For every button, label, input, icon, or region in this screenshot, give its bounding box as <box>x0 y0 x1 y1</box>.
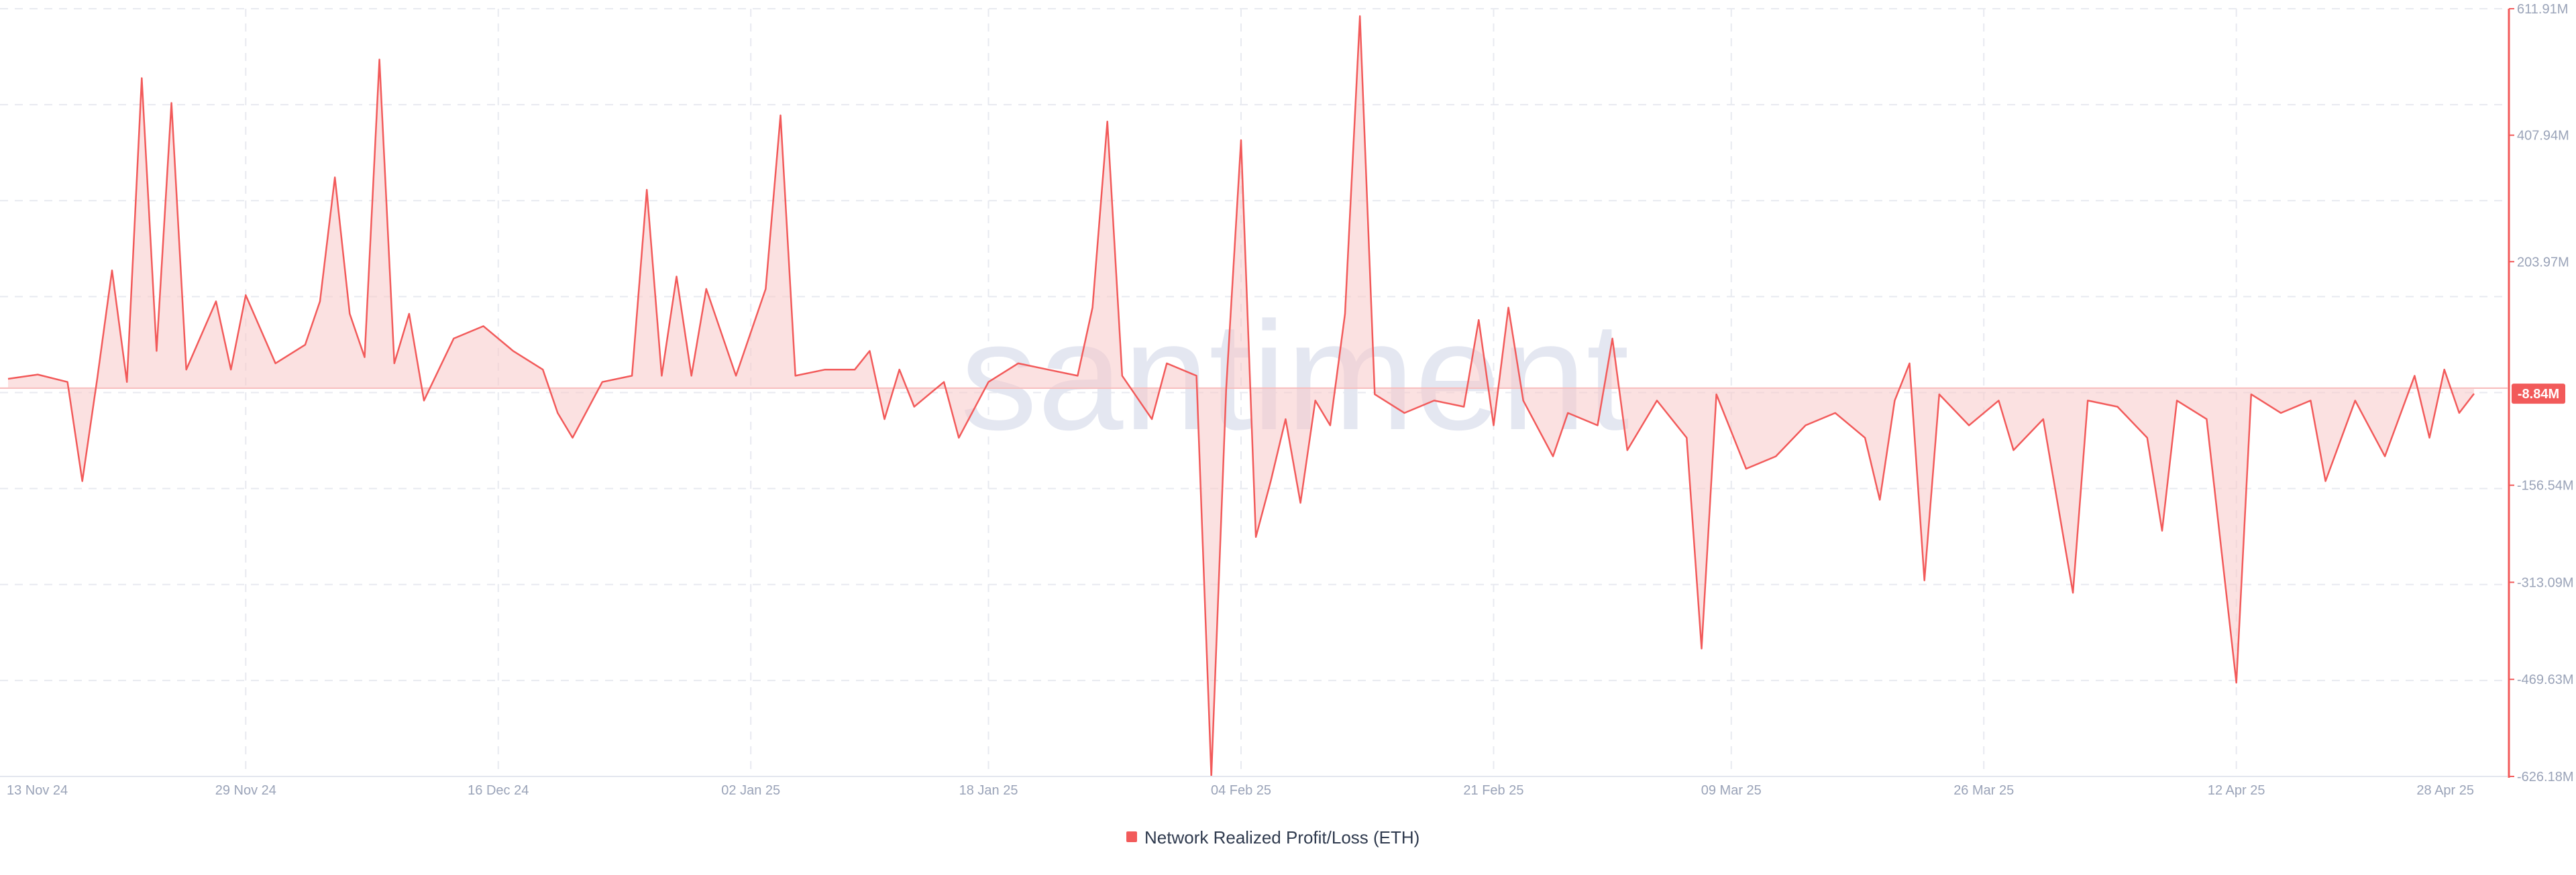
x-tick-label: 29 Nov 24 <box>215 783 276 798</box>
x-tick-label: 02 Jan 25 <box>721 783 780 798</box>
y-tick-label: 611.91M <box>2517 2 2568 17</box>
x-tick-label: 28 Apr 25 <box>2416 783 2474 798</box>
x-tick-label: 26 Mar 25 <box>1953 783 2014 798</box>
x-tick-label: 21 Feb 25 <box>1463 783 1523 798</box>
x-tick-label: 09 Mar 25 <box>1701 783 1762 798</box>
x-tick-label: 16 Dec 24 <box>468 783 529 798</box>
y-tick-label: 203.97M <box>2517 255 2569 270</box>
axis-layer: 13 Nov 24 29 Nov 24 16 Dec 24 02 Jan 25 18 J… <box>0 2 2574 798</box>
last-value-badge <box>2512 384 2565 404</box>
x-tick-label: 12 Apr 25 <box>2208 783 2265 798</box>
legend-swatch <box>1126 831 1137 842</box>
series-area <box>8 16 2474 776</box>
y-tick-label: -156.54M <box>2517 479 2574 493</box>
x-tick-label: 18 Jan 25 <box>959 783 1018 798</box>
legend-label: Network Realized Profit/Loss (ETH) <box>1144 827 1419 848</box>
x-tick-label: 04 Feb 25 <box>1211 783 1271 798</box>
last-value-label: -8.84M <box>2518 387 2559 402</box>
legend[interactable]: Network Realized Profit/Loss (ETH) <box>1126 827 1419 848</box>
y-tick-label: 407.94M <box>2517 129 2569 143</box>
grid-layer <box>0 8 2508 777</box>
y-tick-label: -313.09M <box>2517 575 2574 590</box>
x-tick-label: 13 Nov 24 <box>7 783 68 798</box>
y-tick-label: -626.18M <box>2517 770 2574 784</box>
y-tick-label: -469.63M <box>2517 673 2574 687</box>
